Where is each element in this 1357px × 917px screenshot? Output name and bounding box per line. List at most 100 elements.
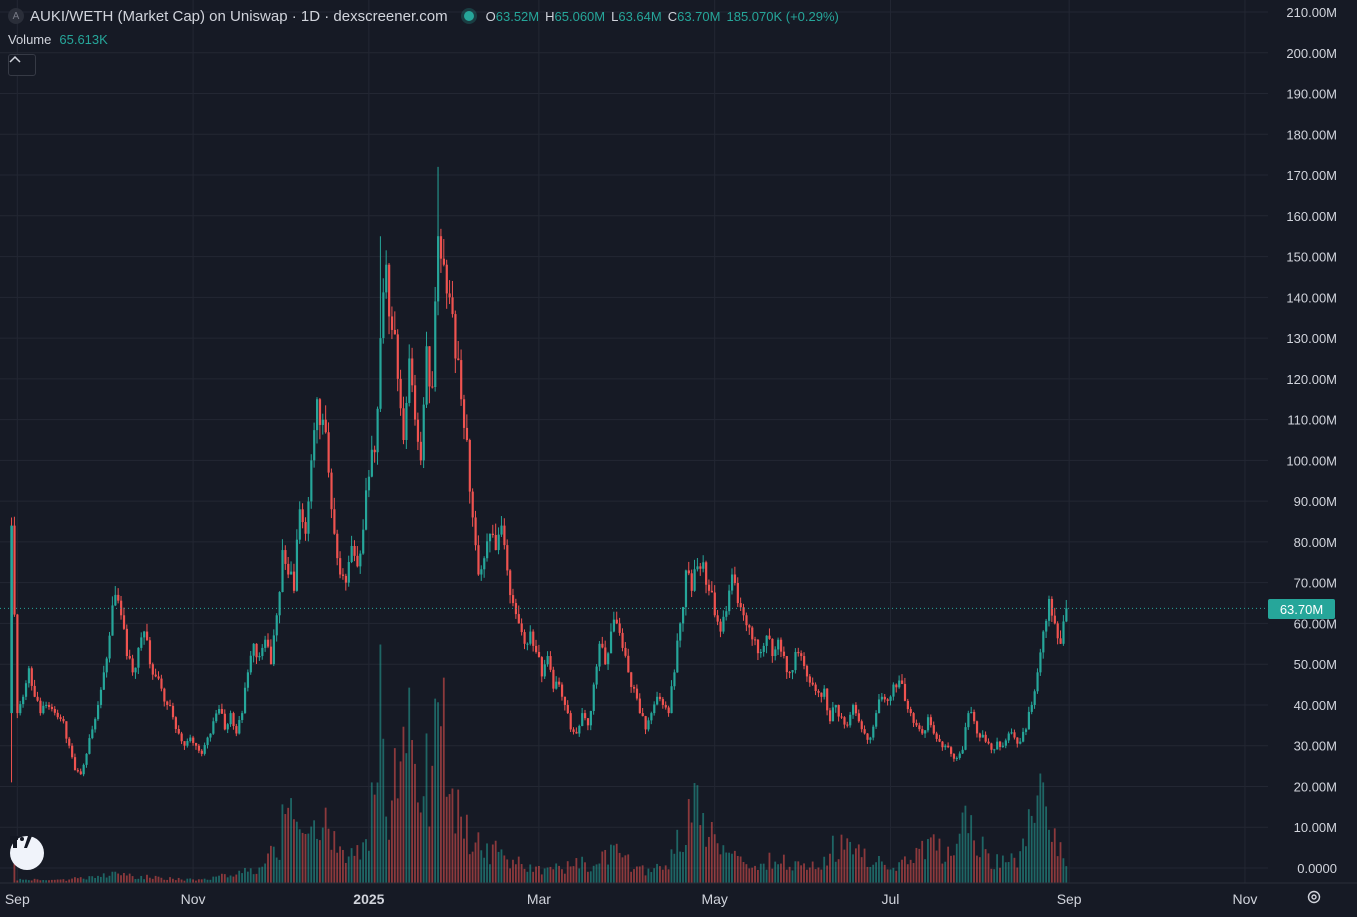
candle-93-1-body (543, 664, 546, 677)
volume-bar-171-2 (996, 854, 999, 883)
candle-32-2-body (194, 742, 198, 746)
candle-115-1-body (670, 686, 673, 714)
candle-88-1-body (514, 603, 518, 615)
volume-bar-94-2 (552, 869, 555, 883)
volume-bar-48-2 (287, 807, 290, 883)
volume-bar-139-1 (808, 867, 811, 883)
volume-bar-26-1 (157, 876, 160, 883)
candle-39-2-body (235, 726, 238, 734)
volume-bar-35-2 (212, 876, 215, 883)
volume-bar-69-2 (408, 687, 411, 883)
candle-168-2-body (978, 733, 982, 738)
volume-bar-95-2 (558, 865, 560, 883)
candle-8-1-body (53, 709, 56, 713)
volume-bar-155-2 (903, 856, 906, 883)
candle-122-1-body (710, 590, 714, 593)
volume-bar-167-2 (973, 840, 975, 883)
candle-23-2-body (143, 631, 146, 638)
candle-76-1-body (445, 264, 448, 294)
candle-122-2-body (713, 592, 716, 616)
candle-128-2-body (748, 625, 751, 628)
volume-bar-83-2 (489, 864, 491, 883)
chart-settings-button[interactable] (1306, 889, 1326, 909)
time-axis[interactable]: Sep Nov 2025 Mar May Jul Sep Nov (0, 882, 1357, 907)
candle-183-1-body (1062, 621, 1065, 644)
volume-bar-102-1 (595, 864, 598, 883)
volume-bar-7-2 (50, 879, 53, 883)
volume-bar-20-2 (125, 875, 128, 883)
candle-116-1-body (676, 640, 679, 673)
volume-bar-147-1 (855, 848, 857, 883)
candle-118-2-body (690, 573, 693, 591)
candle-159-1-body (924, 730, 927, 734)
tradingview-logo-icon[interactable] (10, 836, 44, 870)
volume-bar-133-1 (774, 861, 777, 883)
candle-170-1-body (987, 741, 990, 744)
volume-bar-152-1 (883, 864, 886, 883)
volume-bar-49-2 (293, 819, 295, 883)
y-tick-label-0: 210.00M (1286, 5, 1337, 20)
ohlc-values: O63.52M H65.060M L63.64M C63.70M 185.070… (486, 9, 839, 24)
volume-bar-79-1 (463, 838, 465, 883)
volume-bar-66-1 (388, 839, 390, 883)
volume-bar-73-2 (431, 765, 434, 883)
candle-179-1-body (1039, 652, 1042, 673)
volume-bar-72-1 (422, 796, 425, 883)
volume-bar-2-1 (19, 878, 22, 883)
x-tick-label-0: Sep (5, 891, 30, 907)
y-tick-label-14: 70.00M (1294, 576, 1337, 591)
chart-title[interactable]: AUKI/WETH (Market Cap) on Uniswap · 1D ·… (30, 7, 448, 25)
volume-bar-50-2 (298, 829, 301, 883)
candle-156-2-body (909, 709, 912, 714)
candle-72-1-body (422, 404, 425, 461)
volume-bar-14-2 (91, 876, 94, 883)
candle-161-2-body (938, 738, 941, 742)
volume-bar-11-1 (71, 878, 73, 883)
volume-bar-19-1 (117, 873, 120, 883)
volume-bar-21-2 (131, 876, 134, 883)
volume-bar-26-2 (160, 877, 163, 883)
volume-bar-43-1 (255, 873, 258, 883)
volume-bar-99-1 (578, 868, 581, 883)
volume-bar-153-1 (889, 869, 892, 883)
volume-bar-159-1 (924, 859, 926, 883)
candle-99-2-body (581, 713, 584, 726)
candle-8-2-body (56, 712, 59, 718)
volume-bar-104-2 (610, 844, 612, 883)
volume-bar-86-1 (503, 855, 506, 883)
candle-147-1-body (854, 704, 858, 714)
price-axis[interactable]: 210.00M 200.00M 190.00M 180.00M 170.00M 160.0… (1286, 5, 1337, 876)
candle-141-1-body (820, 692, 823, 697)
candle-31-1-body (186, 740, 189, 746)
collapse-legend-button[interactable] (8, 54, 36, 76)
x-tick-label-7: Nov (1232, 891, 1257, 907)
candle-58-1-body (341, 574, 345, 576)
candle-86-2-body (506, 545, 509, 571)
candle-50-2-body (298, 509, 301, 540)
volume-bar-114-2 (667, 869, 670, 883)
volume-bar-47-2 (281, 804, 284, 883)
candle-42-2-body (252, 643, 255, 656)
candle-110-2-body (644, 716, 647, 730)
ohlc-low-value: 63.64M (618, 8, 662, 24)
candle-144-2-body (840, 716, 843, 718)
candle-106-1-body (618, 623, 621, 633)
volume-bar-109-1 (635, 866, 638, 883)
volume-bar-42-1 (249, 868, 252, 883)
candle-139-1-body (808, 676, 811, 683)
candle-6-1-body (42, 705, 45, 714)
candle-77-2-body (454, 314, 457, 359)
candle-126-1-body (733, 574, 737, 584)
volume-bar-60-1 (353, 855, 356, 883)
candle-4-2-body (33, 685, 36, 697)
candle-100-2-body (586, 718, 590, 726)
volume-bar-61-1 (359, 859, 362, 883)
volume-bar-80-1 (468, 854, 471, 883)
candle-163-2-body (950, 747, 953, 754)
candle-9-1-body (59, 717, 62, 719)
volume-bar-17-2 (108, 875, 111, 883)
volume-bar-105-2 (615, 843, 618, 883)
ohlc-high-value: 65.060M (554, 8, 606, 24)
